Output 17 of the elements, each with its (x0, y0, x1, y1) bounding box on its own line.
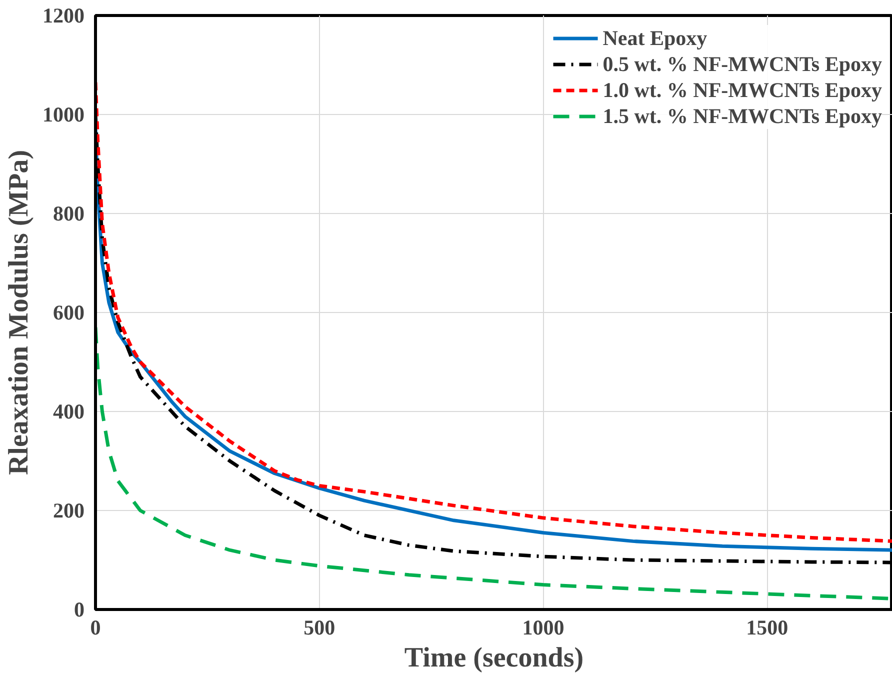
legend-label: 1.0 wt. % NF-MWCNTs Epoxy (602, 77, 882, 103)
legend-label: Neat Epoxy (602, 25, 708, 51)
x-tick-label: 1500 (746, 616, 788, 640)
y-tick-label: 0 (74, 598, 84, 622)
y-tick-label: 800 (53, 202, 84, 226)
y-tick-label: 200 (53, 498, 84, 522)
x-tick-label: 1000 (522, 616, 564, 640)
y-tick-label: 1200 (42, 4, 84, 28)
y-tick-label: 400 (53, 400, 84, 424)
x-axis-title: Time (seconds) (404, 642, 584, 674)
x-tick-label: 0 (90, 616, 101, 640)
legend-label: 0.5 wt. % NF-MWCNTs Epoxy (602, 51, 882, 77)
x-tick-label: 500 (304, 616, 336, 640)
y-tick-label: 600 (53, 300, 84, 324)
legend-label: 1.5 wt. % NF-MWCNTs Epoxy (602, 103, 882, 129)
y-tick-label: 1000 (42, 102, 84, 126)
y-axis-title: Rleaxation Modulus (MPa) (4, 150, 34, 476)
